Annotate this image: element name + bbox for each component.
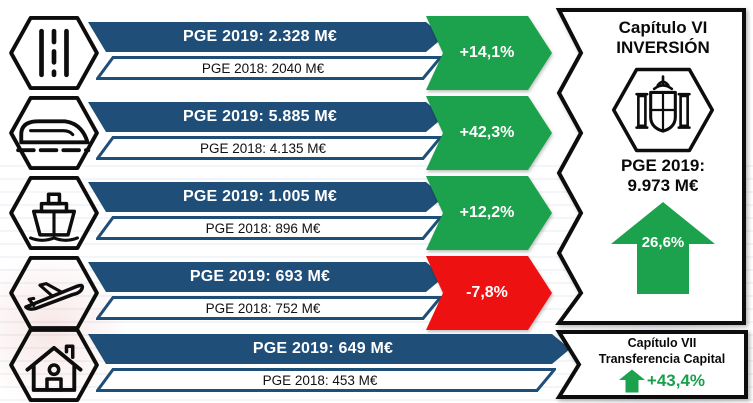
panel-total: PGE 2019: 9.973 M€ <box>583 156 743 197</box>
change-percent: -7,8% <box>466 284 508 301</box>
total-up-arrow: 26,6% <box>611 201 715 294</box>
row-housing: PGE 2019: 649 M€ PGE 2018: 453 M€ <box>0 327 753 403</box>
capitulo-vii-content: Capítulo VII Transferencia Capital +43,4… <box>578 336 746 394</box>
capitulo-vii-box <box>551 329 751 400</box>
capitulo-vii-line2: Transferencia Capital <box>598 351 726 366</box>
bar-2019: PGE 2019: 5.885 M€ <box>88 102 444 132</box>
capitulo-vii-border <box>555 330 748 399</box>
row-road: PGE 2019: 2.328 M€ PGE 2018: 2040 M€ +14… <box>0 13 753 93</box>
capitulo-vii-up-arrow <box>618 369 645 393</box>
panel-total-line2: 9.973 M€ <box>627 176 699 196</box>
capitulo-vii-change-percent: +43,4% <box>646 371 706 391</box>
change-percent: +14,1% <box>459 44 515 61</box>
row-air: PGE 2019: 693 M€ PGE 2018: 752 M€ -7,8% <box>0 253 753 333</box>
capitulo-vii-line1: Capítulo VII <box>627 336 697 350</box>
change-arrow-down: -7,8% <box>426 256 552 330</box>
pge-2018-value: PGE 2018: 752 M€ <box>205 300 321 316</box>
pge-2018-value: PGE 2018: 453 M€ <box>262 372 378 388</box>
panel-title-line2: INVERSIÓN <box>616 38 710 58</box>
bar-2019: PGE 2019: 649 M€ <box>88 334 570 364</box>
change-percent: +12,2% <box>459 204 515 221</box>
pge-2019-value: PGE 2019: 649 M€ <box>252 340 394 357</box>
panel-zigzag-border <box>555 8 746 325</box>
row-rail: PGE 2019: 5.885 M€ PGE 2018: 4.135 M€ +4… <box>0 93 753 173</box>
row-maritime: PGE 2019: 1.005 M€ PGE 2018: 896 M€ +12,… <box>0 173 753 253</box>
total-change-percent: 26,6% <box>641 233 685 251</box>
pge-2018-value: PGE 2018: 896 M€ <box>205 220 321 236</box>
bar-2018: PGE 2018: 4.135 M€ <box>96 136 442 160</box>
change-arrow-up: +14,1% <box>426 16 552 90</box>
change-arrow-up: +42,3% <box>426 96 552 170</box>
bar-2018: PGE 2018: 896 M€ <box>96 216 442 240</box>
pge-2019-value: PGE 2019: 5.885 M€ <box>183 108 337 125</box>
panel-title-line1: Capítulo VI <box>618 18 708 37</box>
house-icon <box>6 326 102 403</box>
capitulo-vi-panel <box>551 7 749 327</box>
bar-2019: PGE 2019: 2.328 M€ <box>88 22 444 52</box>
spain-coat-of-arms-icon <box>607 66 719 154</box>
road-icon <box>6 14 102 92</box>
bar-2018: PGE 2018: 752 M€ <box>96 296 442 320</box>
change-percent: +42,3% <box>459 124 515 141</box>
bar-2018: PGE 2018: 2040 M€ <box>96 56 442 80</box>
bar-2019: PGE 2019: 1.005 M€ <box>88 182 444 212</box>
capitulo-vi-content: Capítulo VI INVERSIÓN PGE 2019: 9.973 M€ <box>583 18 743 294</box>
pge-2018-value: PGE 2018: 4.135 M€ <box>199 140 327 156</box>
pge-2019-value: PGE 2019: 1.005 M€ <box>183 188 337 205</box>
bar-2018: PGE 2018: 453 M€ <box>96 368 556 392</box>
panel-total-line1: PGE 2019: <box>620 156 706 176</box>
pge-2019-value: PGE 2019: 2.328 M€ <box>183 28 337 45</box>
ship-icon <box>6 174 102 252</box>
train-icon <box>6 94 102 172</box>
panel-title: Capítulo VI INVERSIÓN <box>583 18 743 58</box>
capitulo-vii-title: Capítulo VII Transferencia Capital <box>578 336 746 367</box>
pge-2019-value: PGE 2019: 693 M€ <box>189 268 331 285</box>
pge-2018-value: PGE 2018: 2040 M€ <box>201 60 325 76</box>
change-arrow-up: +12,2% <box>426 176 552 250</box>
bar-2019: PGE 2019: 693 M€ <box>88 262 444 292</box>
